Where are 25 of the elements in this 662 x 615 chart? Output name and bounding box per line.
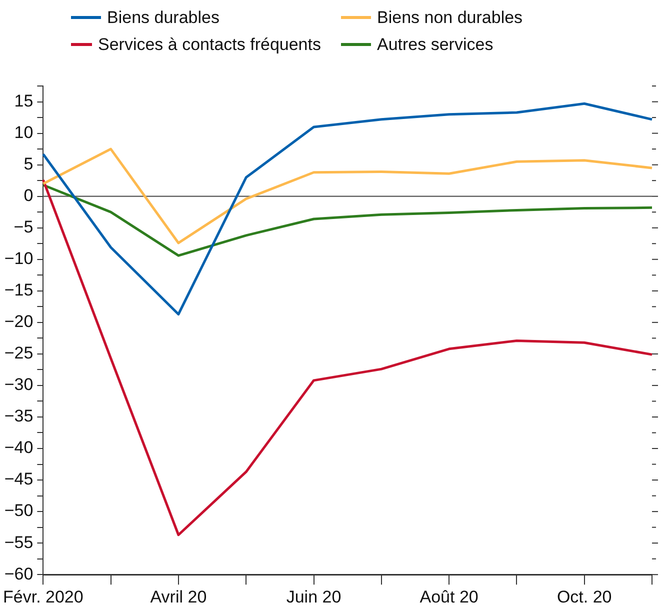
y-tick-label: 0 xyxy=(24,186,34,206)
y-tick-label: −15 xyxy=(4,280,34,300)
x-tick-label: Août 20 xyxy=(420,587,478,606)
y-tick-label: 10 xyxy=(14,122,34,142)
y-tick-label: −25 xyxy=(4,344,34,363)
y-tick-label: −45 xyxy=(4,470,34,489)
y-tick-label: −30 xyxy=(4,375,34,394)
legend-label: Biens non durables xyxy=(377,8,523,28)
legend-label: Autres services xyxy=(377,34,494,54)
y-tick-label: −40 xyxy=(4,438,34,458)
y-tick-label: −55 xyxy=(4,532,34,552)
y-tick-label: −35 xyxy=(4,406,34,426)
y-tick-label: 15 xyxy=(14,91,34,110)
y-tick-label: 5 xyxy=(24,154,34,174)
y-tick-label: −5 xyxy=(14,218,34,237)
x-tick-label: Oct. 20 xyxy=(556,587,612,606)
x-tick-label: Juin 20 xyxy=(286,587,342,606)
x-tick-label: Févr. 2020 xyxy=(3,587,84,606)
x-tick-label: Avril 20 xyxy=(150,587,207,606)
legend-label: Services à contacts fréquents xyxy=(98,34,321,54)
y-tick-label: −60 xyxy=(4,564,34,584)
legend-label: Biens durables xyxy=(107,8,220,28)
y-tick-label: −50 xyxy=(4,501,34,520)
y-tick-label: −10 xyxy=(4,249,34,268)
y-tick-label: −20 xyxy=(4,312,34,332)
